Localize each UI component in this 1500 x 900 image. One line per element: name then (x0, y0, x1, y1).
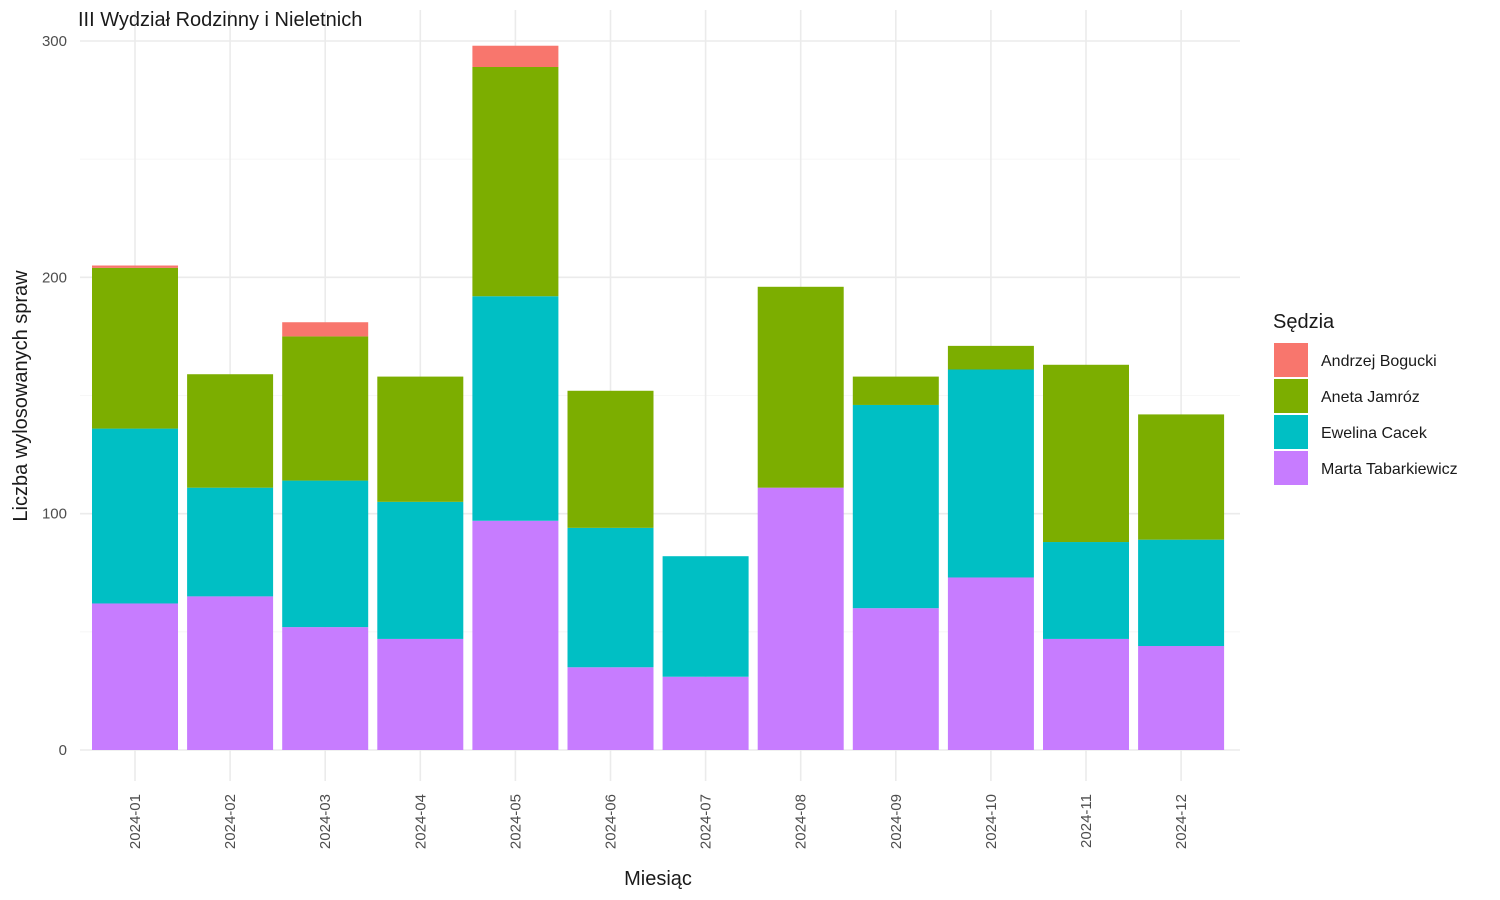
bar-segment (472, 520, 559, 750)
legend-label: Marta Tabarkiewicz (1321, 461, 1458, 478)
bar-segment (472, 45, 559, 67)
bar-segment (1043, 638, 1129, 750)
legend-key (1274, 379, 1308, 413)
x-axis-title: Miesiąc (624, 868, 692, 890)
bar-segment (1043, 542, 1129, 639)
bar-segment (377, 638, 464, 750)
x-tick-label: 2024-05 (507, 794, 524, 849)
legend-label: Aneta Jamróz (1321, 389, 1420, 406)
legend-label: Ewelina Cacek (1321, 425, 1428, 442)
bar-segment (472, 66, 559, 297)
bar-segment (947, 345, 1034, 370)
legend-key (1274, 415, 1308, 449)
bar-segment (757, 487, 844, 750)
bar-segment (92, 265, 178, 268)
y-tick-label: 100 (42, 506, 67, 523)
x-tick-label: 2024-01 (127, 794, 144, 849)
bar-segment (567, 390, 654, 528)
x-tick-label: 2024-08 (793, 794, 810, 849)
bar-segment (567, 667, 654, 750)
bar-segment (852, 608, 939, 750)
chart-title: III Wydział Rodzinny i Nieletnich (78, 9, 362, 31)
x-tick-label: 2024-11 (1078, 794, 1095, 848)
x-tick-label: 2024-04 (412, 794, 429, 849)
x-tick-label: 2024-10 (983, 794, 1000, 849)
bar-segment (1043, 364, 1129, 543)
legend-title: Sędzia (1273, 311, 1335, 333)
x-tick-label: 2024-02 (222, 794, 239, 849)
y-tick-label: 300 (42, 33, 67, 50)
legend-key (1274, 343, 1308, 377)
legend: Sędzia Andrzej Bogucki Aneta Jamróz Ewelin… (1273, 311, 1458, 485)
x-tick-label: 2024-12 (1173, 794, 1190, 849)
bar-segment (757, 286, 844, 488)
y-axis-ticks: 0 100 200 300 (42, 33, 67, 759)
bar-segment (1138, 539, 1225, 647)
bar-segment (282, 480, 369, 628)
bar-segment (947, 577, 1034, 750)
bar-segment (92, 428, 178, 604)
bar-segment (947, 369, 1034, 578)
bar-segment (567, 527, 654, 668)
bar-segment (282, 322, 369, 337)
y-tick-label: 0 (59, 742, 67, 759)
bar-segment (282, 336, 369, 481)
y-axis-title: Liczba wylosowanych spraw (10, 270, 32, 522)
bar-segment (187, 596, 274, 750)
x-tick-label: 2024-06 (603, 794, 620, 849)
bar-segment (187, 374, 274, 488)
bar-segment (662, 676, 749, 750)
bar-segment (1138, 646, 1225, 750)
y-tick-label: 200 (42, 269, 67, 286)
bar-segment (92, 267, 178, 429)
x-tick-label: 2024-09 (888, 794, 905, 849)
bar-segment (472, 296, 559, 521)
legend-label: Andrzej Bogucki (1321, 353, 1437, 370)
x-axis-ticks: 2024-01 2024-02 2024-03 2024-04 2024-05 2024-… (127, 794, 1190, 849)
x-tick-label: 2024-07 (698, 794, 715, 849)
bar-segment (662, 556, 749, 677)
bars (92, 45, 1225, 750)
bar-segment (187, 487, 274, 597)
legend-key (1274, 451, 1308, 485)
bar-segment (1138, 414, 1225, 540)
bar-segment (92, 603, 178, 750)
bar-segment (377, 501, 464, 639)
x-tick-label: 2024-03 (317, 794, 334, 849)
bar-segment (282, 627, 369, 750)
bar-segment (852, 376, 939, 405)
bar-segment (852, 404, 939, 609)
bar-segment (377, 376, 464, 502)
